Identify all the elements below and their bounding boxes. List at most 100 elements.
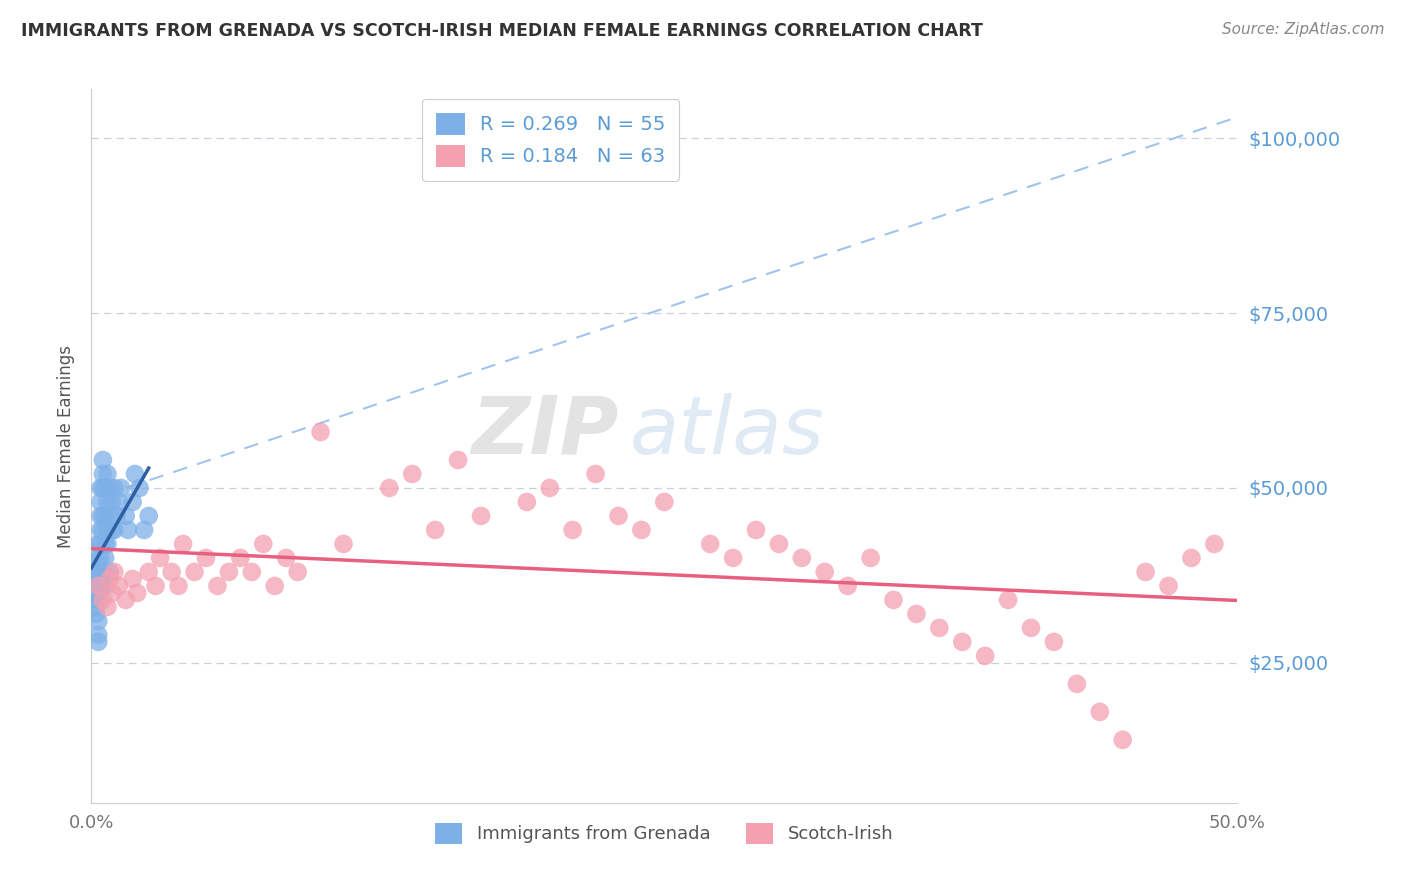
Point bbox=[859, 550, 882, 565]
Point bbox=[1135, 565, 1157, 579]
Point bbox=[768, 537, 790, 551]
Point bbox=[87, 635, 110, 649]
Point bbox=[90, 481, 112, 495]
Point bbox=[87, 586, 110, 600]
Point bbox=[114, 593, 136, 607]
Point bbox=[117, 523, 139, 537]
Point bbox=[138, 508, 160, 523]
Point bbox=[90, 508, 112, 523]
Point bbox=[470, 508, 492, 523]
Point bbox=[91, 508, 114, 523]
Point bbox=[607, 508, 630, 523]
Point bbox=[1180, 550, 1202, 565]
Point bbox=[183, 565, 205, 579]
Point bbox=[630, 523, 652, 537]
Point bbox=[103, 523, 125, 537]
Text: IMMIGRANTS FROM GRENADA VS SCOTCH-IRISH MEDIAN FEMALE EARNINGS CORRELATION CHART: IMMIGRANTS FROM GRENADA VS SCOTCH-IRISH … bbox=[21, 22, 983, 40]
Point bbox=[114, 508, 136, 523]
Point bbox=[96, 495, 118, 509]
Point bbox=[194, 550, 217, 565]
Point bbox=[96, 523, 118, 537]
Point bbox=[172, 537, 194, 551]
Point bbox=[652, 495, 675, 509]
Point bbox=[538, 481, 561, 495]
Point bbox=[1157, 579, 1180, 593]
Point bbox=[91, 523, 114, 537]
Point bbox=[90, 579, 112, 593]
Point bbox=[96, 467, 118, 481]
Point bbox=[98, 481, 121, 495]
Y-axis label: Median Female Earnings: Median Female Earnings bbox=[58, 344, 76, 548]
Point bbox=[84, 572, 107, 586]
Point bbox=[87, 579, 110, 593]
Point bbox=[229, 550, 252, 565]
Point bbox=[96, 537, 118, 551]
Point bbox=[138, 565, 160, 579]
Point bbox=[745, 523, 768, 537]
Point bbox=[276, 550, 298, 565]
Point bbox=[101, 523, 124, 537]
Point bbox=[837, 579, 859, 593]
Point bbox=[1019, 621, 1042, 635]
Point bbox=[84, 607, 107, 621]
Point bbox=[218, 565, 240, 579]
Point bbox=[90, 523, 112, 537]
Text: atlas: atlas bbox=[630, 392, 825, 471]
Point bbox=[423, 523, 446, 537]
Point bbox=[207, 579, 229, 593]
Point bbox=[516, 495, 538, 509]
Point bbox=[91, 481, 114, 495]
Point bbox=[90, 495, 112, 509]
Point bbox=[87, 537, 110, 551]
Point bbox=[87, 579, 110, 593]
Point bbox=[240, 565, 263, 579]
Point bbox=[121, 572, 143, 586]
Legend: Immigrants from Grenada, Scotch-Irish: Immigrants from Grenada, Scotch-Irish bbox=[425, 812, 904, 855]
Point bbox=[699, 537, 721, 551]
Point bbox=[928, 621, 950, 635]
Point bbox=[974, 648, 997, 663]
Point bbox=[378, 481, 401, 495]
Point bbox=[145, 579, 167, 593]
Point bbox=[98, 508, 121, 523]
Point bbox=[287, 565, 309, 579]
Point bbox=[905, 607, 928, 621]
Point bbox=[87, 572, 110, 586]
Point bbox=[790, 550, 813, 565]
Point bbox=[585, 467, 607, 481]
Point bbox=[132, 523, 155, 537]
Point bbox=[1066, 677, 1088, 691]
Point bbox=[167, 579, 190, 593]
Point bbox=[561, 523, 583, 537]
Point bbox=[950, 635, 973, 649]
Point bbox=[87, 565, 110, 579]
Point bbox=[105, 508, 128, 523]
Point bbox=[98, 565, 121, 579]
Point bbox=[997, 593, 1019, 607]
Text: Source: ZipAtlas.com: Source: ZipAtlas.com bbox=[1222, 22, 1385, 37]
Point bbox=[332, 537, 354, 551]
Point bbox=[101, 495, 124, 509]
Point bbox=[91, 593, 114, 607]
Point bbox=[110, 481, 132, 495]
Point bbox=[1043, 635, 1066, 649]
Point bbox=[882, 593, 904, 607]
Point bbox=[101, 586, 124, 600]
Point bbox=[96, 599, 118, 614]
Point bbox=[128, 481, 150, 495]
Point bbox=[447, 453, 470, 467]
Point bbox=[84, 599, 107, 614]
Point bbox=[121, 495, 143, 509]
Text: ZIP: ZIP bbox=[471, 392, 619, 471]
Point bbox=[263, 579, 285, 593]
Point bbox=[87, 593, 110, 607]
Point bbox=[103, 565, 125, 579]
Point bbox=[814, 565, 837, 579]
Point bbox=[127, 586, 149, 600]
Point bbox=[1204, 537, 1226, 551]
Point bbox=[94, 481, 117, 495]
Point bbox=[90, 565, 112, 579]
Point bbox=[94, 579, 117, 593]
Point bbox=[84, 586, 107, 600]
Point bbox=[84, 565, 107, 579]
